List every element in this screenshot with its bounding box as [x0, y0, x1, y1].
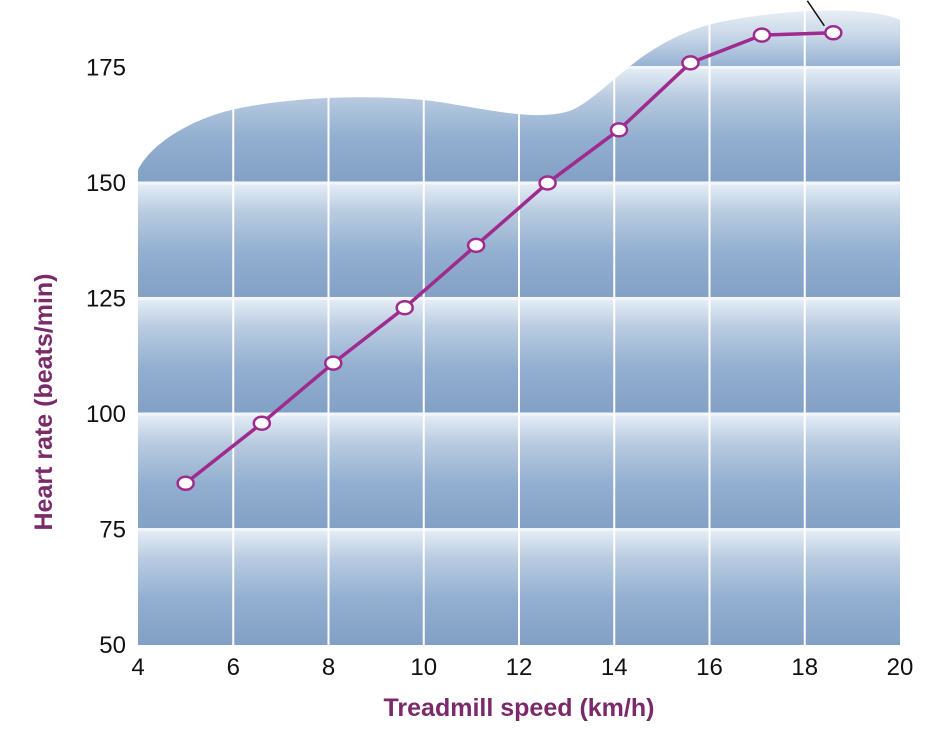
data-points [176, 25, 843, 492]
y-tick-labels: 50 75 100 125 150 175 [86, 54, 126, 659]
band-separator [138, 65, 900, 69]
y-tick-label: 50 [99, 632, 126, 659]
y-tick-label: 150 [86, 170, 126, 197]
annotations: HRmax [806, 0, 825, 27]
x-tick-label: 4 [131, 654, 144, 681]
x-tick-label: 6 [227, 654, 240, 681]
data-point [176, 475, 195, 492]
y-tick-label: 125 [86, 285, 126, 312]
series-line [184, 31, 834, 485]
x-tick-label: 10 [410, 654, 437, 681]
data-point [752, 27, 772, 43]
data-point [824, 25, 843, 41]
annotation-leader-line [806, 0, 825, 27]
x-axis-title: Treadmill speed (km/h) [384, 694, 655, 722]
data-point [681, 55, 700, 71]
data-point [609, 122, 629, 138]
heart-rate-line [184, 31, 834, 485]
y-tick-label: 175 [86, 54, 126, 81]
y-tick-label: 100 [86, 401, 126, 428]
data-point [252, 415, 272, 431]
x-tick-label: 16 [696, 654, 723, 681]
data-point [466, 237, 486, 254]
x-tick-label: 14 [601, 654, 628, 681]
x-tick-labels: 4 6 8 10 12 14 16 18 20 [131, 654, 913, 681]
x-tick-label: 20 [887, 654, 914, 681]
data-point [324, 355, 343, 371]
data-point [395, 299, 414, 316]
y-axis-title: Heart rate (beats/min) [30, 273, 58, 530]
data-point [538, 175, 557, 191]
y-tick-label: 75 [99, 516, 126, 543]
x-tick-label: 12 [506, 654, 533, 681]
x-tick-label: 8 [322, 654, 335, 681]
x-tick-label: 18 [791, 654, 818, 681]
